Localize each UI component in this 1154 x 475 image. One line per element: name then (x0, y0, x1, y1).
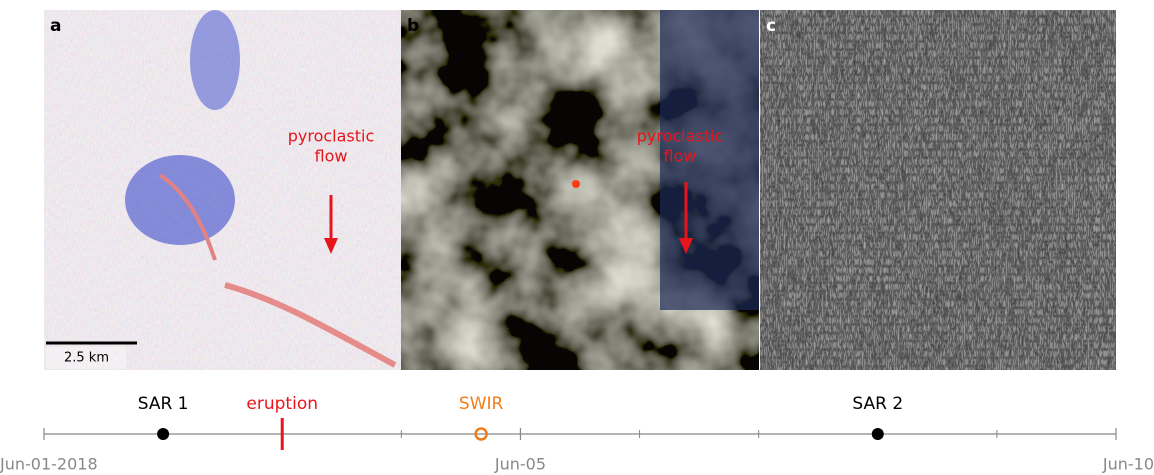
panel-c-image (760, 10, 1116, 370)
annotation: pyroclastic (637, 127, 724, 146)
event-marker (157, 428, 169, 440)
x-tick-label: Jun-10 (1102, 455, 1154, 474)
timeline: Jun-01-2018 Jun-05 Jun-10 SAR 1 eruption SWIR… (0, 394, 1154, 474)
panel-letter: b (407, 16, 419, 36)
panel-b-image (401, 10, 760, 370)
event-label: SAR 1 (138, 394, 189, 414)
event-label: SWIR (459, 394, 504, 414)
scale-bar-label: 2.5 km (64, 351, 109, 366)
event-marker (872, 428, 884, 440)
annotation: pyroclastic (288, 127, 375, 146)
event-label: SAR 2 (852, 394, 903, 414)
panel-letter: c (766, 16, 776, 36)
panel-letter: a (50, 16, 61, 36)
annotation: flow (315, 147, 348, 166)
panel-a-image (44, 10, 401, 370)
x-tick-label: Jun-05 (494, 455, 546, 474)
annotation: flow (664, 147, 697, 166)
x-tick-label: Jun-01-2018 (0, 455, 98, 474)
event-label: eruption (246, 394, 318, 414)
figure: 2.5 km a b c pyroclastic flow pyroclasti… (0, 0, 1154, 475)
